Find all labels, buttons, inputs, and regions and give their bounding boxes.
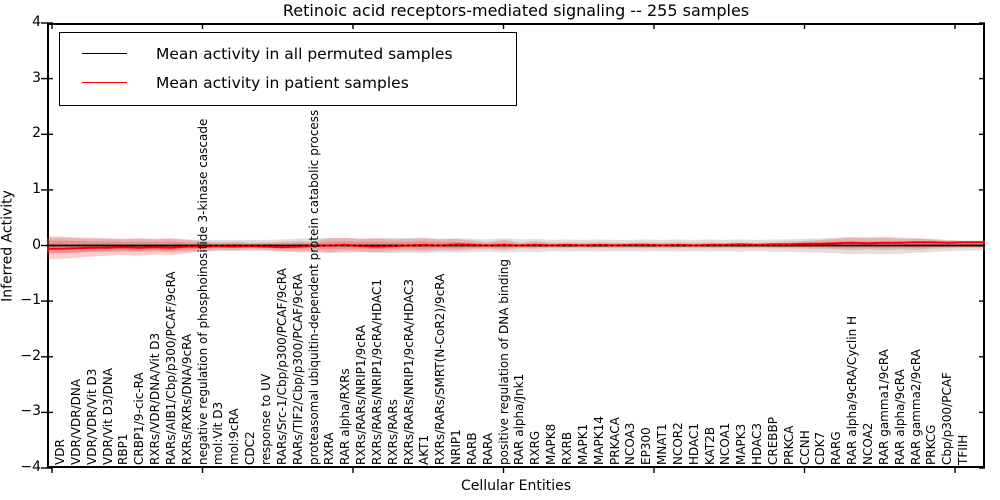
permuted-line-sample-icon (82, 53, 127, 54)
legend-item-patient: Mean activity in patient samples (60, 68, 516, 97)
legend-item-permuted: Mean activity in all permuted samples (60, 39, 516, 68)
chart-title: Retinoic acid receptors-mediated signali… (282, 1, 750, 20)
chart-canvas (41, 22, 985, 473)
x-axis-label: Cellular Entities (460, 478, 572, 494)
patient-line-sample-icon (82, 82, 127, 83)
plot-area: VDR VDR/VDR/DNA VDR/VDR/Vit D3 VDR/Vit D3/D… (41, 22, 985, 473)
y-axis-label: Inferred Activity (0, 190, 16, 302)
legend: Mean activity in all permuted samples Me… (59, 32, 517, 106)
legend-label-patient: Mean activity in patient samples (156, 73, 409, 92)
legend-label-permuted: Mean activity in all permuted samples (156, 44, 453, 63)
